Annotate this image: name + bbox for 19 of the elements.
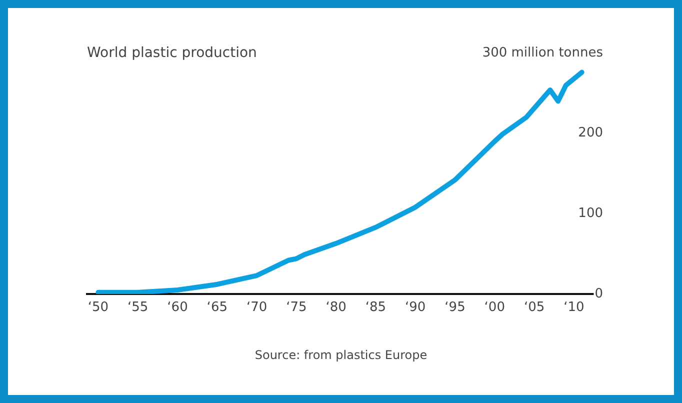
x-tick-label: ‘80 bbox=[326, 300, 346, 316]
source-note: Source: from plastics Europe bbox=[254, 348, 428, 362]
x-tick-label: ‘00 bbox=[484, 300, 505, 316]
x-tick-label: ‘95 bbox=[444, 300, 466, 316]
y-tick-label: 300 million tonnes bbox=[482, 45, 604, 60]
x-tick-label: ‘10 bbox=[564, 300, 584, 316]
x-tick-label: ‘05 bbox=[524, 300, 545, 316]
x-tick-label: ‘55 bbox=[128, 300, 148, 316]
x-tick-label: ‘70 bbox=[246, 300, 268, 316]
x-tick-label: ‘60 bbox=[167, 300, 188, 316]
x-tick-label: ‘75 bbox=[286, 300, 307, 316]
x-tick-label: ‘65 bbox=[206, 300, 228, 316]
y-tick-label: 100 bbox=[578, 206, 603, 222]
y-tick-label: 0 bbox=[594, 286, 603, 302]
x-tick-label: ‘85 bbox=[365, 300, 386, 316]
chart-title: World plastic production bbox=[87, 45, 257, 61]
x-tick-label: ‘90 bbox=[405, 300, 426, 316]
y-tick-label: 200 bbox=[578, 126, 603, 141]
x-tick-label: ‘50 bbox=[88, 300, 109, 316]
